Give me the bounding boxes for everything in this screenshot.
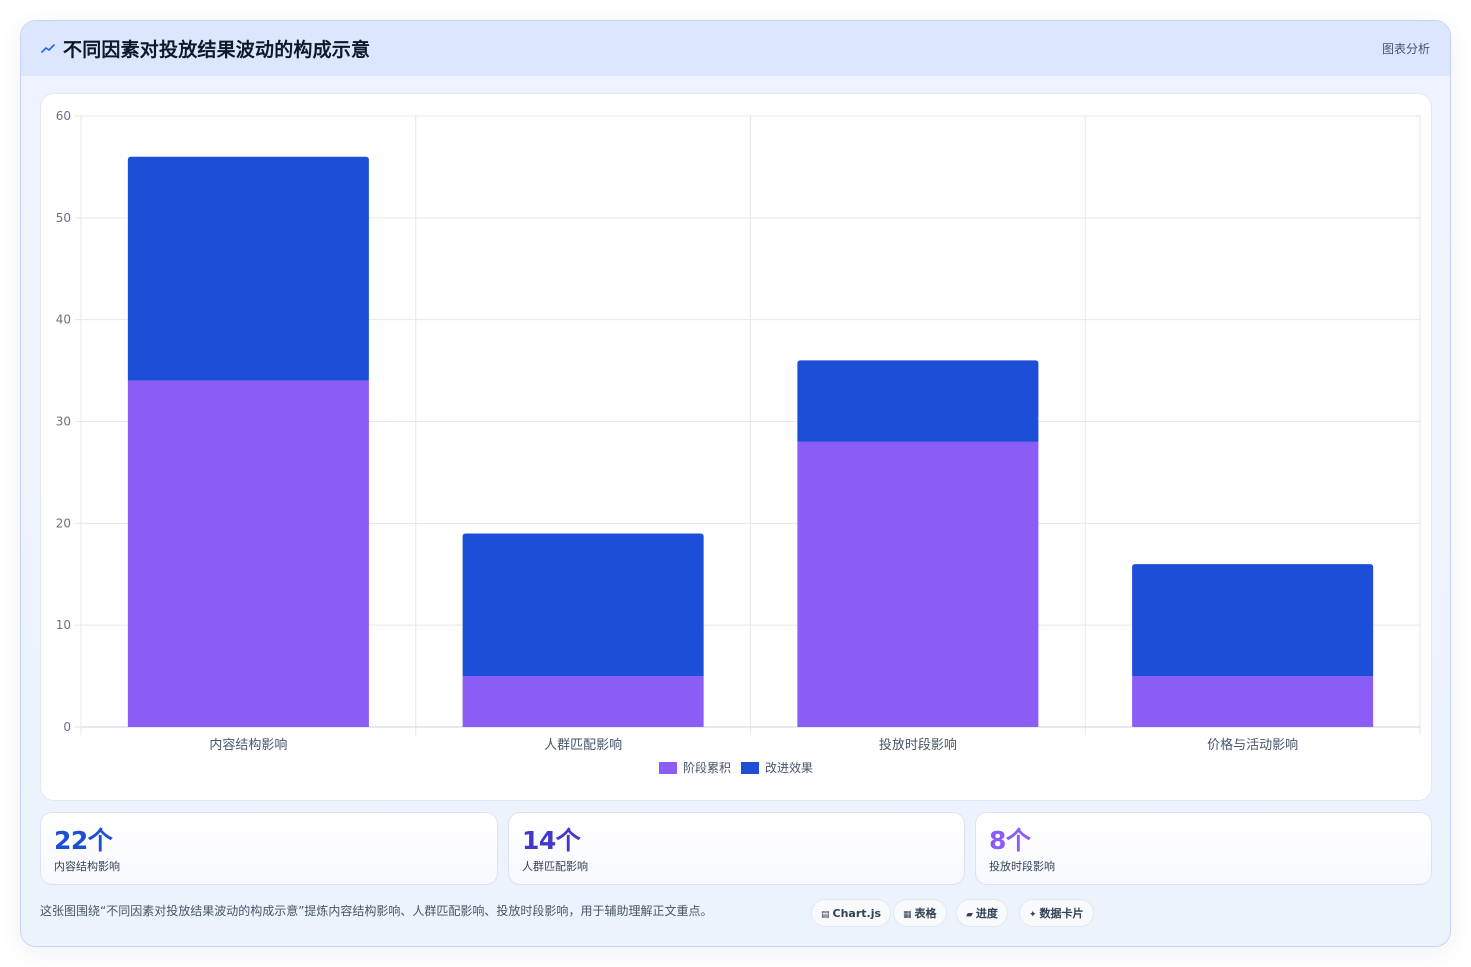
chart-container: 0 10 20 30 40 50 60 内容结构影响 人群匹配影响 投放时段影响 价格与活动影响阶段…	[40, 93, 1432, 801]
chart-icon: ▤	[821, 910, 830, 920]
stat-card-audience: 14个 人群匹配影响	[508, 812, 965, 885]
chip-data-card[interactable]: ✦ 数据卡片	[1019, 899, 1094, 927]
chart-analysis-link[interactable]: 图表分析	[1381, 42, 1430, 56]
x-tick-label: 人群匹配影响	[544, 737, 622, 753]
legend-label: 改进效果	[765, 760, 813, 775]
stat-card-timeslot: 8个 投放时段影响	[975, 812, 1432, 885]
bar-segment	[127, 156, 369, 381]
chip-label: 进度	[975, 907, 998, 920]
progress-icon: ▰	[966, 910, 973, 920]
bar-segment	[127, 380, 369, 727]
y-tick-label: 30	[56, 415, 71, 429]
chip-table[interactable]: ▦ 表格	[893, 899, 947, 927]
chart-card: 不同因素对投放结果波动的构成示意 图表分析 0 10 20 30 40 50 60 内容结构影…	[20, 20, 1451, 947]
stat-label: 人群匹配影响	[522, 860, 588, 873]
stat-value: 22个	[54, 826, 113, 855]
legend-swatch	[741, 762, 759, 774]
x-tick-label: 投放时段影响	[879, 737, 957, 753]
sparkle-icon: ✦	[1029, 910, 1037, 920]
y-tick-label: 20	[56, 516, 71, 530]
chip-progress[interactable]: ▰ 进度	[956, 899, 1008, 927]
y-tick-label: 60	[56, 109, 71, 123]
stat-label: 投放时段影响	[989, 860, 1055, 873]
bar-segment	[462, 676, 704, 727]
chip-label: Chart.js	[832, 907, 882, 920]
x-tick-label: 内容结构影响	[209, 737, 287, 753]
y-tick-label: 40	[56, 313, 71, 327]
chart-caption: 这张图围绕“不同因素对投放结果波动的构成示意”提炼内容结构影响、人群匹配影响、投…	[40, 904, 713, 918]
stat-label: 内容结构影响	[54, 860, 120, 873]
chip-label: 数据卡片	[1039, 907, 1084, 920]
stat-card-content: 22个 内容结构影响	[40, 812, 498, 885]
stacked-bar-chart: 0 10 20 30 40 50 60 内容结构影响 人群匹配影响 投放时段影响 价格与活动影响阶段…	[56, 109, 1421, 775]
y-tick-label: 10	[56, 618, 71, 632]
trend-line-icon	[41, 44, 55, 53]
legend-label: 阶段累积	[683, 760, 731, 775]
stat-value: 14个	[522, 826, 581, 855]
bar-segment	[797, 360, 1039, 442]
bar-segment	[1132, 676, 1374, 727]
bar-segment	[1132, 564, 1374, 677]
page-title: 不同因素对投放结果波动的构成示意	[63, 39, 371, 61]
card-header: 不同因素对投放结果波动的构成示意 图表分析	[21, 21, 1450, 76]
y-tick-label: 50	[56, 211, 71, 225]
legend-swatch	[659, 762, 677, 774]
y-tick-label: 0	[63, 720, 71, 734]
stat-value: 8个	[989, 826, 1031, 855]
bar-segment	[462, 533, 704, 677]
chip-chartjs[interactable]: ▤ Chart.js	[811, 899, 892, 927]
table-icon: ▦	[903, 910, 912, 920]
chip-label: 表格	[914, 907, 937, 920]
x-tick-label: 价格与活动影响	[1207, 737, 1298, 753]
bar-segment	[797, 441, 1039, 727]
